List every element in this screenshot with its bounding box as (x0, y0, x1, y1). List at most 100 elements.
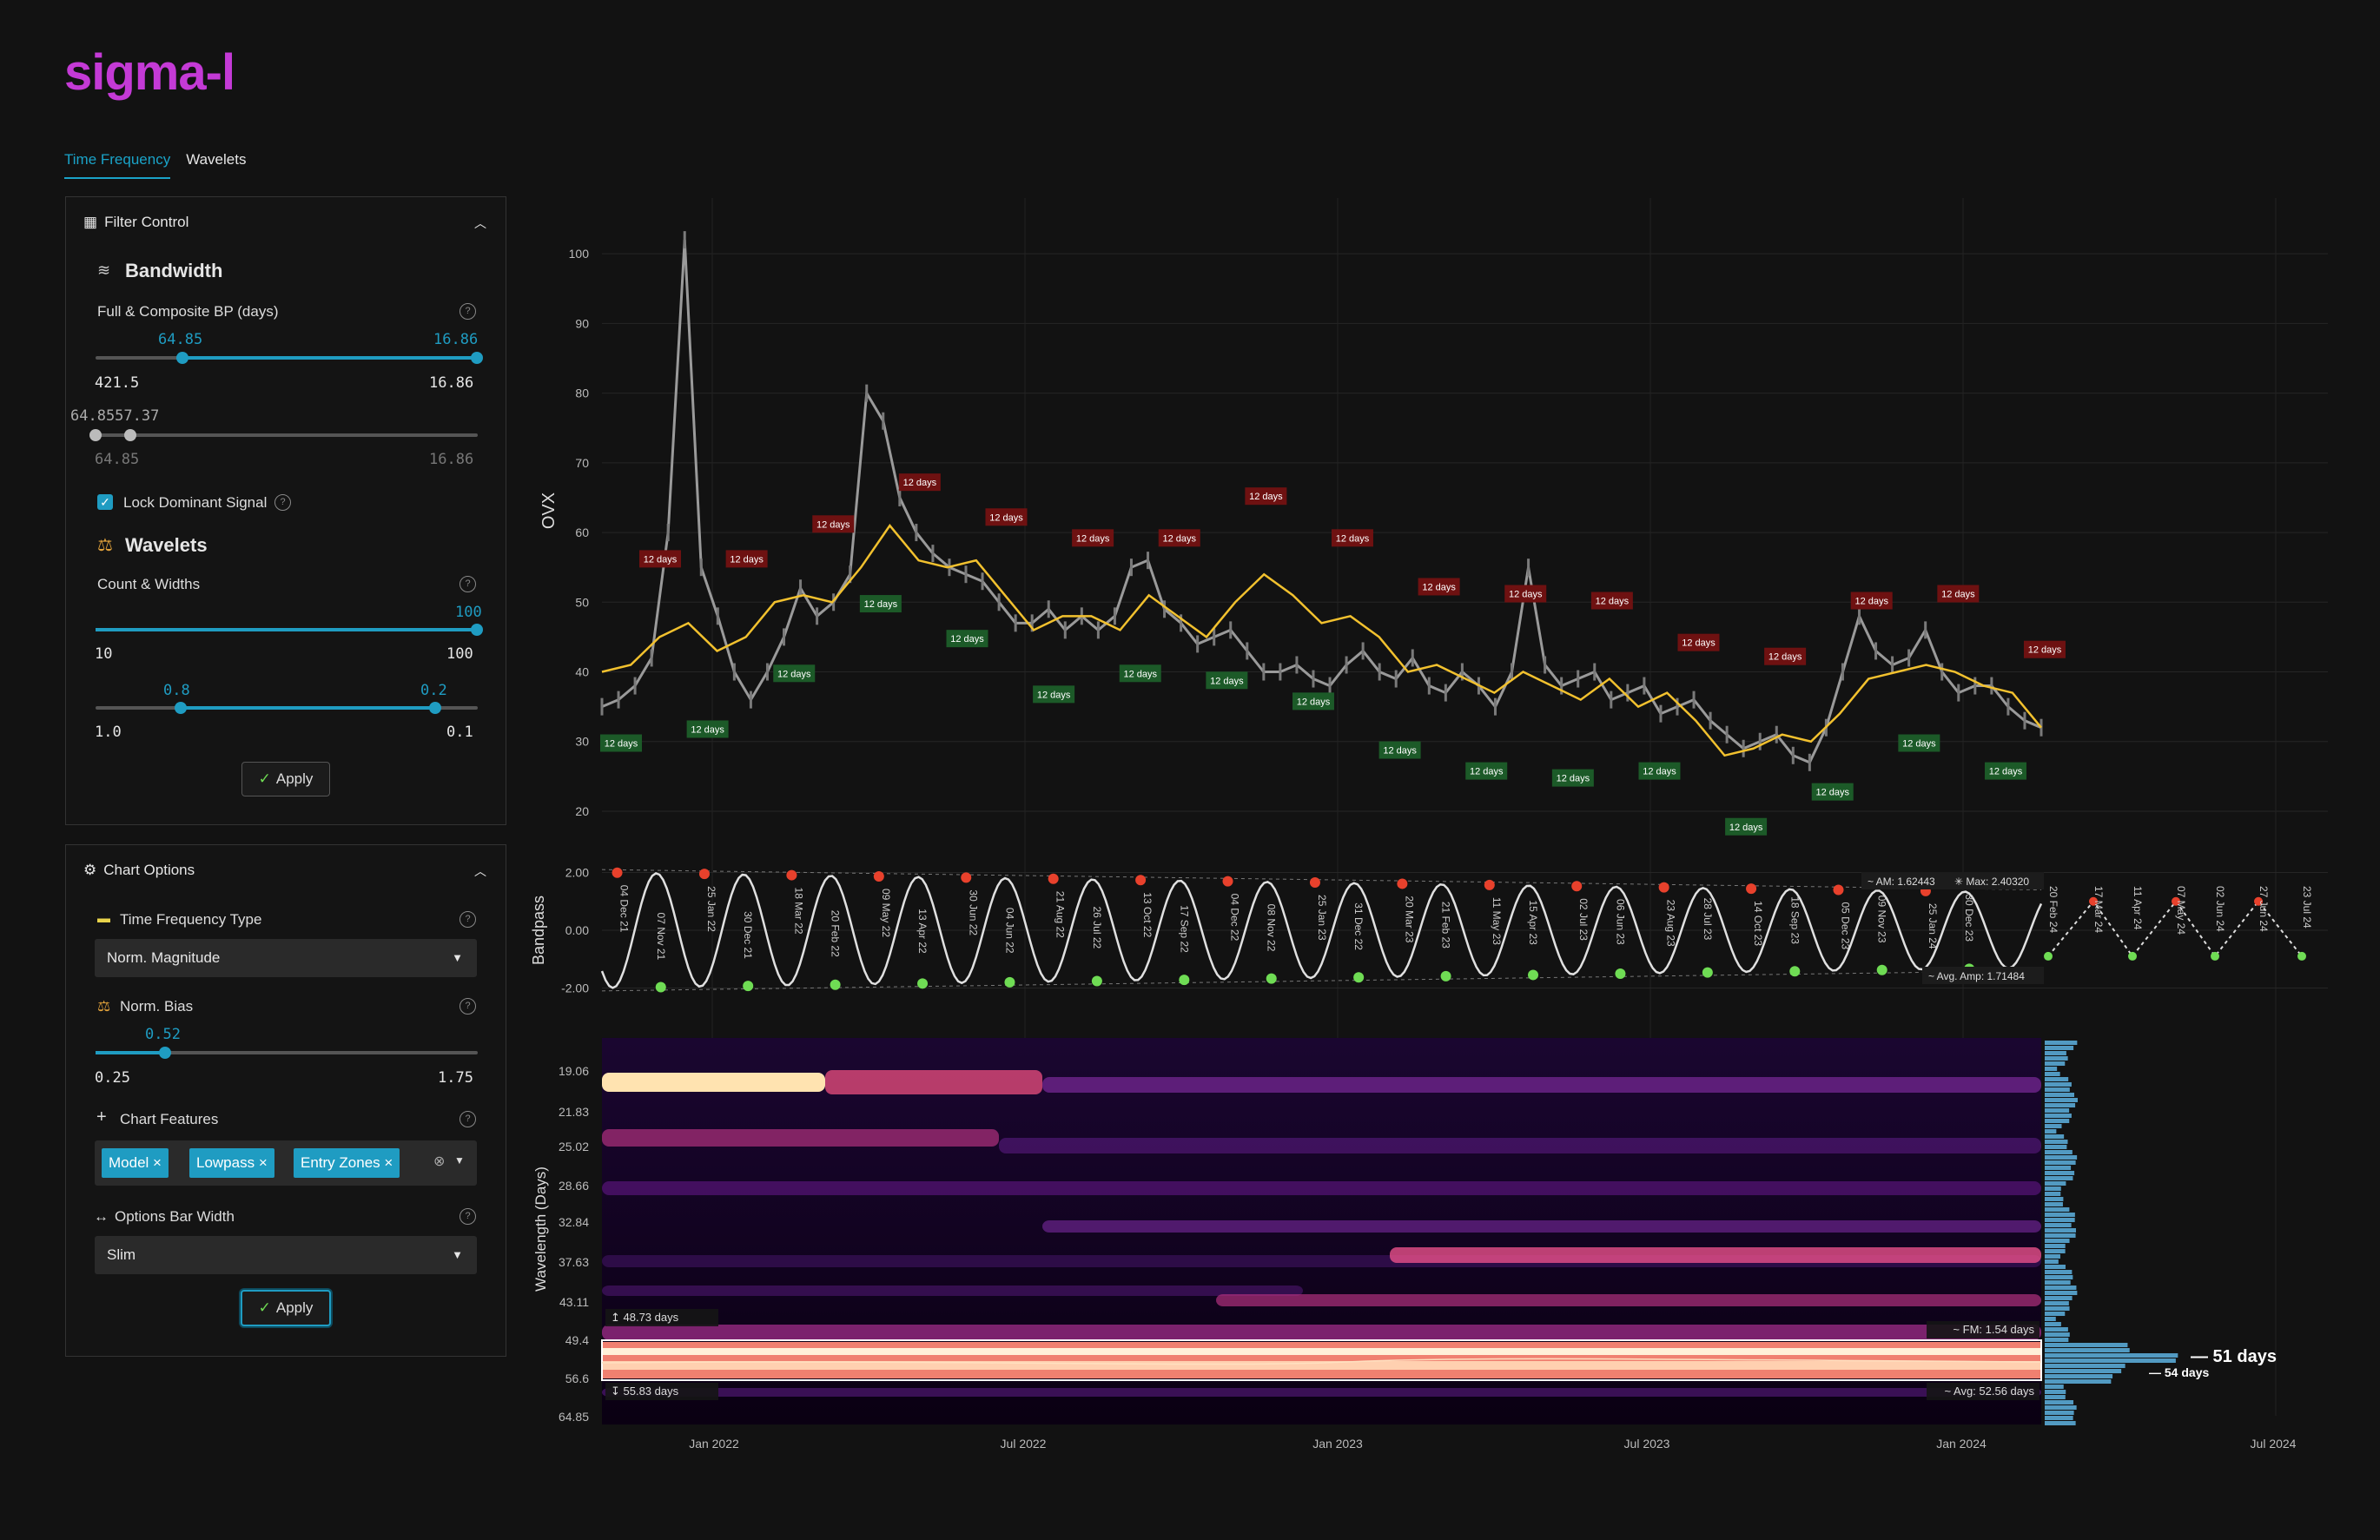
peak-label-box[interactable] (2023, 640, 2066, 658)
bandpass-trough[interactable] (1615, 968, 1626, 980)
projection-marker[interactable] (2128, 951, 2137, 961)
filter-apply-button[interactable]: ✓ Apply (241, 762, 330, 796)
bp-slider-handle-right[interactable] (471, 352, 483, 364)
bandpass-trough[interactable] (1004, 976, 1015, 988)
trough-label-box[interactable] (686, 720, 729, 738)
feature-tag-model[interactable]: Model × (102, 1148, 169, 1178)
peak-label-box[interactable] (1245, 487, 1287, 506)
trough-label-box[interactable] (1206, 671, 1248, 690)
composite-slider-track[interactable] (96, 433, 478, 437)
help-icon[interactable]: ? (459, 1208, 476, 1225)
help-icon[interactable]: ? (459, 1111, 476, 1127)
tf-type-select[interactable]: Norm. Magnitude ▼ (95, 939, 477, 977)
projection-marker[interactable] (2254, 896, 2263, 906)
bandpass-peak[interactable] (1135, 875, 1147, 886)
bandpass-peak[interactable] (1309, 877, 1320, 889)
bar-width-select[interactable]: Slim ▼ (95, 1236, 477, 1274)
bandpass-trough[interactable] (655, 982, 666, 993)
chevron-up-icon[interactable]: ︿ (474, 864, 486, 878)
wavelength-heatmap[interactable]: 19.06 21.83 25.02 28.66 32.84 37.63 43.11 49.4 5… (532, 1038, 2277, 1425)
bandpass-trough[interactable] (830, 979, 841, 990)
bandpass-trough[interactable] (1440, 970, 1451, 982)
bandpass-trough[interactable] (1179, 975, 1190, 986)
peak-label-box[interactable] (1764, 647, 1807, 665)
peak-label-box[interactable] (985, 508, 1028, 526)
feature-tag-lowpass[interactable]: Lowpass × (189, 1148, 274, 1178)
projection-marker[interactable] (2044, 951, 2053, 961)
projection-marker[interactable] (2211, 951, 2219, 961)
bandpass-peak[interactable] (698, 869, 710, 880)
norm-bias-track[interactable] (96, 1051, 478, 1054)
peak-label-box[interactable] (1504, 585, 1547, 603)
peak-label-box[interactable] (1850, 592, 1893, 610)
bandpass-peak[interactable] (1048, 873, 1059, 884)
projection-marker[interactable] (2089, 896, 2098, 906)
trough-label-box[interactable] (1984, 762, 2026, 780)
filter-control-header[interactable]: ▦ Filter Control ︿ (66, 197, 506, 248)
width-slider-handle-right[interactable] (429, 702, 441, 714)
peak-label-box[interactable] (1072, 529, 1114, 547)
trough-label-box[interactable] (1898, 734, 1940, 752)
trough-label-box[interactable] (600, 734, 642, 752)
bandpass-trough[interactable] (1266, 973, 1277, 984)
composite-slider-handle-left[interactable] (89, 429, 102, 441)
help-icon[interactable]: ? (459, 303, 476, 320)
chart-apply-button[interactable]: ✓ Apply (241, 1290, 331, 1326)
width-slider-handle-left[interactable] (175, 702, 187, 714)
peak-label-box[interactable] (725, 550, 768, 568)
composite-slider-handle-right[interactable] (124, 429, 136, 441)
bandpass-trough[interactable] (917, 978, 929, 989)
trough-label-box[interactable] (946, 630, 988, 648)
tab-time-frequency[interactable]: Time Frequency (64, 148, 171, 179)
trough-label-box[interactable] (1638, 762, 1681, 780)
bandpass-peak[interactable] (873, 870, 884, 882)
projection-marker[interactable] (2297, 951, 2306, 961)
help-icon[interactable]: ? (274, 494, 291, 511)
trough-label-box[interactable] (1811, 783, 1854, 801)
trough-label-box[interactable] (1292, 692, 1334, 711)
price-chart[interactable]: 20 30 40 50 60 70 80 90 100 OVX 12 days 12 days 12 d… (539, 198, 2328, 1416)
trough-label-box[interactable] (773, 664, 816, 683)
bandpass-trough[interactable] (1702, 967, 1713, 978)
norm-bias-handle[interactable] (159, 1047, 171, 1059)
trough-label-box[interactable] (1551, 769, 1594, 787)
bandpass-peak[interactable] (1484, 879, 1495, 890)
peak-label-box[interactable] (812, 515, 855, 533)
bandpass-peak[interactable] (786, 869, 797, 881)
peak-label-box[interactable] (639, 550, 681, 568)
caret-down-icon[interactable]: ▼ (454, 1154, 465, 1167)
bandpass-peak[interactable] (612, 867, 623, 878)
count-slider-track[interactable] (96, 628, 478, 631)
trough-label-box[interactable] (1465, 762, 1508, 780)
peak-label-box[interactable] (898, 473, 941, 492)
bandpass-peak[interactable] (1658, 882, 1669, 893)
help-icon[interactable]: ? (459, 911, 476, 928)
trough-label-box[interactable] (859, 595, 902, 613)
trough-label-box[interactable] (1725, 817, 1768, 836)
close-icon[interactable]: × (258, 1154, 268, 1171)
feature-tag-entry-zones[interactable]: Entry Zones × (294, 1148, 400, 1178)
bandpass-trough[interactable] (743, 981, 754, 992)
lock-dominant-checkbox[interactable]: ✓ (97, 494, 113, 510)
peak-label-box[interactable] (1590, 592, 1633, 610)
bandpass-peak[interactable] (1397, 878, 1408, 889)
bandpass-chart[interactable]: 2.00 0.00 -2.00 Bandpass 04 Dec 21 25 Jan 22 1… (530, 866, 2328, 995)
tab-wavelets[interactable]: Wavelets (186, 151, 247, 168)
bandpass-trough[interactable] (1789, 966, 1801, 977)
peak-label-box[interactable] (1677, 633, 1720, 651)
bandpass-trough[interactable] (1876, 964, 1887, 975)
peak-label-box[interactable] (1937, 585, 1980, 603)
bandpass-peak[interactable] (1833, 884, 1844, 896)
help-icon[interactable]: ? (459, 998, 476, 1015)
bandpass-peak[interactable] (1222, 876, 1233, 887)
clear-icon[interactable]: ⊗ (433, 1154, 446, 1169)
projection-marker[interactable] (2172, 896, 2180, 906)
trough-label-box[interactable] (1378, 741, 1421, 759)
chart-options-header[interactable]: ⚙ Chart Options ︿ (66, 845, 506, 896)
bandpass-trough[interactable] (1091, 975, 1102, 987)
bandpass-peak[interactable] (961, 872, 972, 883)
chevron-up-icon[interactable]: ︿ (474, 216, 486, 230)
help-icon[interactable]: ? (459, 576, 476, 592)
peak-label-box[interactable] (1418, 578, 1460, 596)
